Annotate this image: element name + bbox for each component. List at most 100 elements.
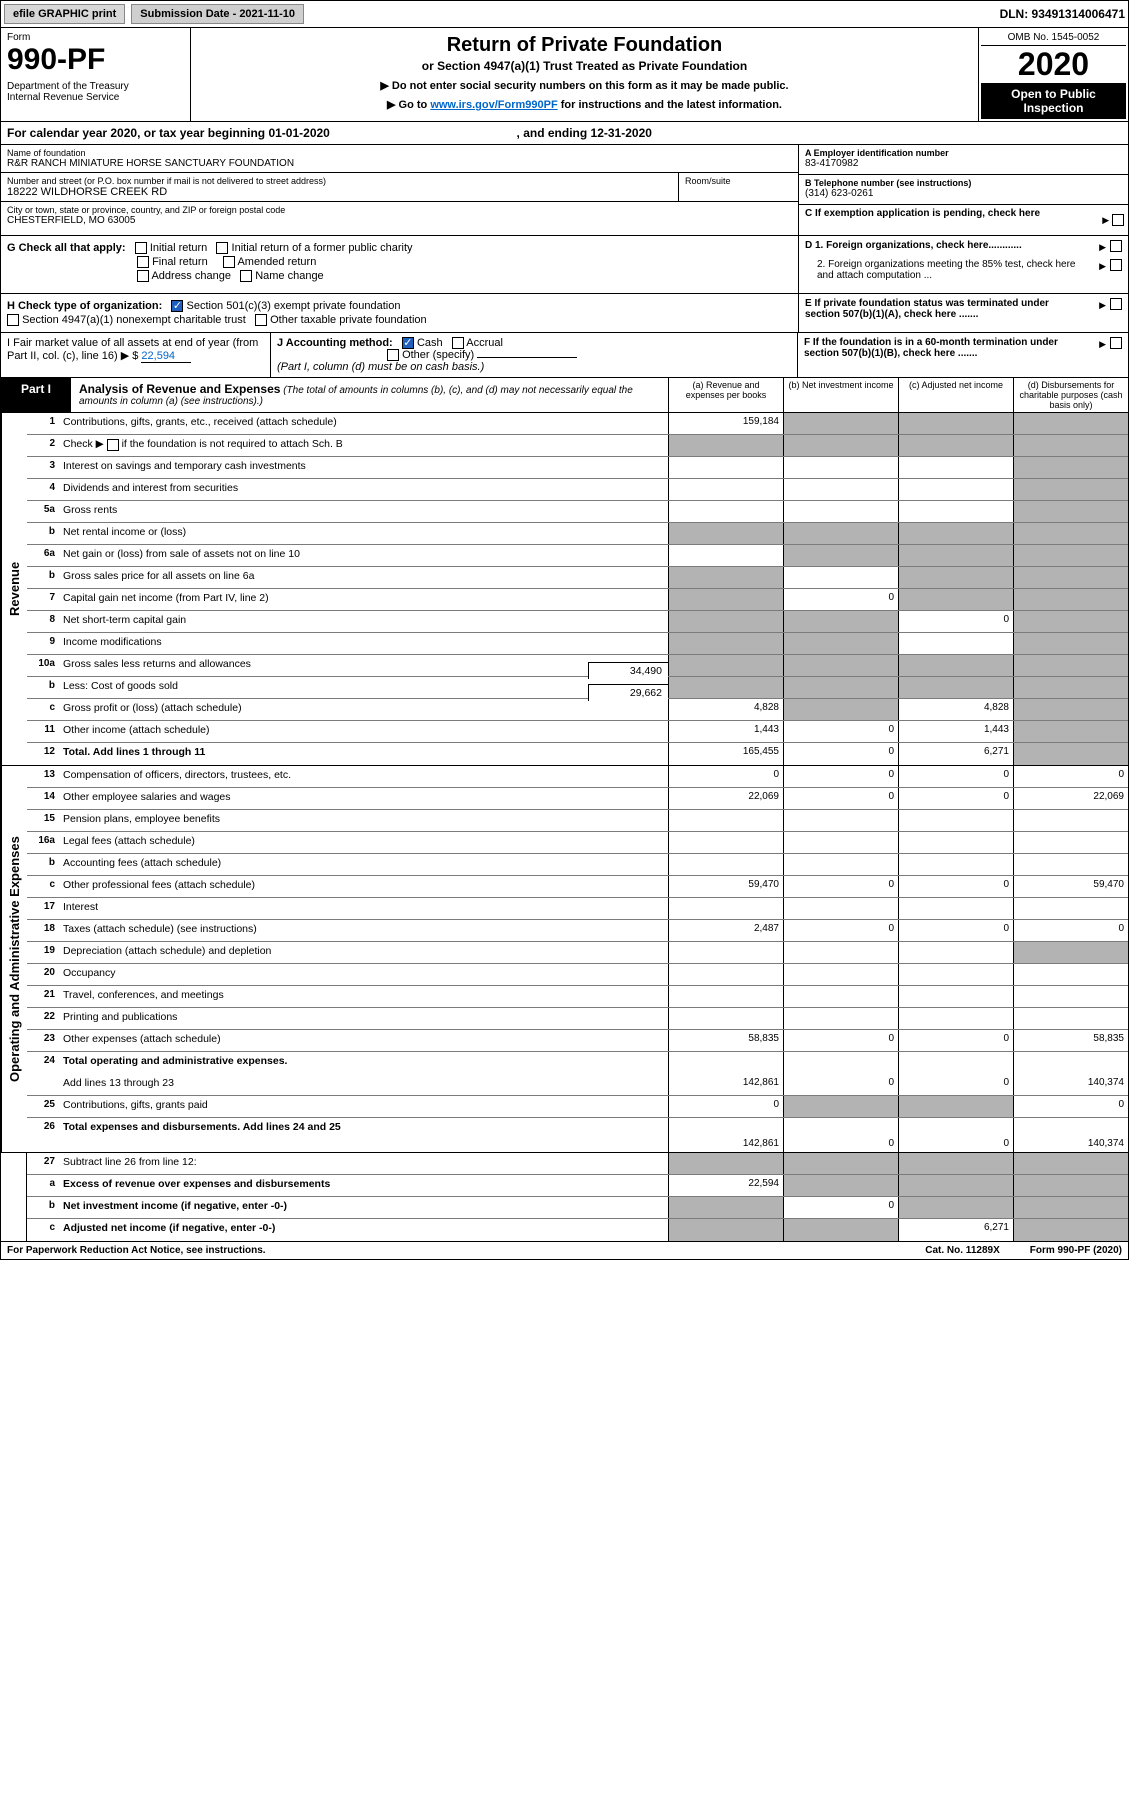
row-val-c: 0 xyxy=(898,1030,1013,1051)
g-initial-checkbox[interactable] xyxy=(135,242,147,254)
col-b-head: (b) Net investment income xyxy=(783,378,898,412)
header-note1: ▶ Do not enter social security numbers o… xyxy=(197,79,972,92)
row-10a: 10a Gross sales less returns and allowan… xyxy=(27,655,1128,677)
row-val-c xyxy=(898,435,1013,456)
row-val-d xyxy=(1013,942,1128,963)
e-checkbox[interactable] xyxy=(1110,298,1122,310)
row-15: 15 Pension plans, employee benefits xyxy=(27,810,1128,832)
row-desc: Gross profit or (loss) (attach schedule) xyxy=(59,699,668,720)
j-accrual-checkbox[interactable] xyxy=(452,337,464,349)
g-opt-5: Name change xyxy=(255,270,324,282)
row-val-c xyxy=(898,633,1013,654)
row-val-b xyxy=(783,413,898,434)
row-val-d: 22,069 xyxy=(1013,788,1128,809)
row-num: 5a xyxy=(27,501,59,522)
arrow-icon xyxy=(1099,300,1106,311)
row-desc: Net gain or (loss) from sale of assets n… xyxy=(59,545,668,566)
j-cash-checkbox[interactable] xyxy=(402,337,414,349)
row-val-d xyxy=(1013,810,1128,831)
topbar: efile GRAPHIC print Submission Date - 20… xyxy=(0,0,1129,28)
row-val-c xyxy=(898,1153,1013,1174)
instructions-link[interactable]: www.irs.gov/Form990PF xyxy=(430,99,557,111)
row-val-d xyxy=(1013,1052,1128,1074)
cal-begin: 01-01-2020 xyxy=(268,126,329,140)
row-val-c xyxy=(898,942,1013,963)
row-val-b xyxy=(783,942,898,963)
r2-checkbox[interactable] xyxy=(107,439,119,451)
h-other-checkbox[interactable] xyxy=(255,314,267,326)
row-val-a xyxy=(668,1153,783,1174)
row-val-b xyxy=(783,964,898,985)
form-label: Form xyxy=(7,32,184,43)
row-num: 7 xyxy=(27,589,59,610)
row-val-d xyxy=(1013,633,1128,654)
row-desc: Gross sales price for all assets on line… xyxy=(59,567,668,588)
row-num: c xyxy=(27,876,59,897)
row-val-b xyxy=(783,501,898,522)
g-address-checkbox[interactable] xyxy=(137,270,149,282)
row-num: 25 xyxy=(27,1096,59,1117)
row-val-b xyxy=(783,832,898,853)
row-val-c: 6,271 xyxy=(898,1219,1013,1241)
row-num: 12 xyxy=(27,743,59,765)
room-label: Room/suite xyxy=(685,176,792,186)
row-num xyxy=(27,1074,59,1095)
row-val-b xyxy=(783,611,898,632)
arrow-icon xyxy=(1099,242,1106,253)
h-501c3-checkbox[interactable] xyxy=(171,300,183,312)
row-val-d xyxy=(1013,435,1128,456)
j-other-checkbox[interactable] xyxy=(387,349,399,361)
g-initial-former-checkbox[interactable] xyxy=(216,242,228,254)
f-checkbox[interactable] xyxy=(1110,337,1122,349)
h-label: H Check type of organization: xyxy=(7,300,162,312)
row-val-d xyxy=(1013,898,1128,919)
d1-checkbox[interactable] xyxy=(1110,240,1122,252)
i-value-link[interactable]: 22,594 xyxy=(141,350,191,363)
efile-button[interactable]: efile GRAPHIC print xyxy=(4,4,125,24)
row-val-d xyxy=(1013,986,1128,1007)
row-val-a xyxy=(668,523,783,544)
row-val-c xyxy=(898,1197,1013,1218)
row-val-b xyxy=(783,655,898,676)
row-val-c: 0 xyxy=(898,1118,1013,1152)
row-val-a xyxy=(668,1219,783,1241)
note2-pre: ▶ Go to xyxy=(387,99,430,111)
col-a-head: (a) Revenue and expenses per books xyxy=(668,378,783,412)
revenue-table: Revenue 1 Contributions, gifts, grants, … xyxy=(0,413,1129,766)
row-val-c xyxy=(898,898,1013,919)
row-desc: Legal fees (attach schedule) xyxy=(59,832,668,853)
row-val-a xyxy=(668,1052,783,1074)
row-desc: Capital gain net income (from Part IV, l… xyxy=(59,589,668,610)
row-val-a xyxy=(668,810,783,831)
j-label: J Accounting method: xyxy=(277,337,393,349)
row-num: 13 xyxy=(27,766,59,787)
d2-checkbox[interactable] xyxy=(1110,259,1122,271)
g-name-checkbox[interactable] xyxy=(240,270,252,282)
row-desc: Add lines 13 through 23 xyxy=(59,1074,668,1095)
r2-post: if the foundation is not required to att… xyxy=(119,438,343,450)
h-4947-checkbox[interactable] xyxy=(7,314,19,326)
g-row: G Check all that apply: Initial return I… xyxy=(7,242,792,254)
expenses-table: Operating and Administrative Expenses 13… xyxy=(0,766,1129,1153)
row-val-c: 0 xyxy=(898,788,1013,809)
row-val-c xyxy=(898,964,1013,985)
row-21: 21 Travel, conferences, and meetings xyxy=(27,986,1128,1008)
c-checkbox[interactable] xyxy=(1112,214,1124,226)
j-opt2: Accrual xyxy=(466,337,503,349)
row-desc: Accounting fees (attach schedule) xyxy=(59,854,668,875)
header-right: OMB No. 1545-0052 2020 Open to Public In… xyxy=(978,28,1128,121)
f-row: F If the foundation is in a 60-month ter… xyxy=(804,337,1122,359)
row-val-a xyxy=(668,677,783,698)
g-final-checkbox[interactable] xyxy=(137,256,149,268)
row-val-c: 1,443 xyxy=(898,721,1013,742)
header-center: Return of Private Foundation or Section … xyxy=(191,28,978,121)
row-desc: Gross rents xyxy=(59,501,668,522)
row-num: 14 xyxy=(27,788,59,809)
row-num: 4 xyxy=(27,479,59,500)
g-amended-checkbox[interactable] xyxy=(223,256,235,268)
row-val-c xyxy=(898,567,1013,588)
row-val-c xyxy=(898,655,1013,676)
city-row: City or town, state or province, country… xyxy=(1,202,798,229)
row-val-d: 140,374 xyxy=(1013,1074,1128,1095)
row-val-d xyxy=(1013,589,1128,610)
